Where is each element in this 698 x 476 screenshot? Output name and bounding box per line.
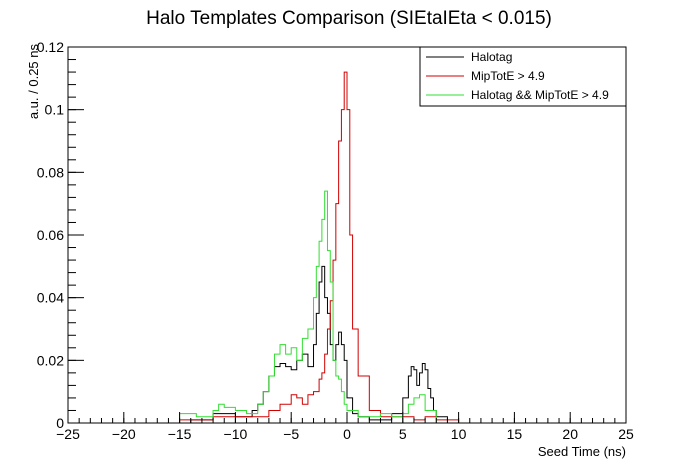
x-tick-label: −5	[283, 426, 299, 442]
chart-title: Halo Templates Comparison (SIEtaIEta < 0…	[146, 8, 552, 29]
x-tick-label: 10	[451, 426, 467, 442]
series-2-line	[68, 190, 626, 424]
y-tick-label: 0.04	[37, 290, 64, 306]
legend-label: Halotag	[471, 50, 512, 64]
legend-label: MipTotE > 4.9	[471, 69, 545, 83]
x-tick-label: −15	[168, 426, 192, 442]
y-tick-label: 0.1	[45, 102, 65, 118]
x-tick-label: 15	[507, 426, 523, 442]
y-tick-label: 0.12	[37, 39, 64, 55]
legend: Halotag MipTotE > 4.9 Halotag && MipTotE >…	[419, 46, 627, 107]
x-tick-label: −25	[56, 426, 80, 442]
y-tick-label: 0	[56, 415, 64, 431]
y-axis-label: a.u. / 0.25 ns	[26, 44, 41, 120]
series-0-line	[68, 265, 626, 424]
x-tick-label: −10	[224, 426, 248, 442]
series-layer	[68, 71, 626, 424]
y-tick-label: 0.02	[37, 352, 64, 368]
x-axis-label: Seed Time (ns)	[538, 444, 626, 459]
x-tick-label: 0	[343, 426, 351, 442]
y-tick-label: 0.08	[37, 164, 64, 180]
axes-layer: −25 −20 −15 −10 −5 0 5 10 15 20 25 0 0.02 0.04 0.06 0.0…	[37, 39, 634, 442]
x-tick-label: 20	[562, 426, 578, 442]
legend-label: Halotag && MipTotE > 4.9	[471, 88, 609, 102]
x-tick-label: −20	[112, 426, 136, 442]
x-tick-label: 25	[618, 426, 634, 442]
y-tick-label: 0.06	[37, 227, 64, 243]
x-tick-label: 5	[399, 426, 407, 442]
